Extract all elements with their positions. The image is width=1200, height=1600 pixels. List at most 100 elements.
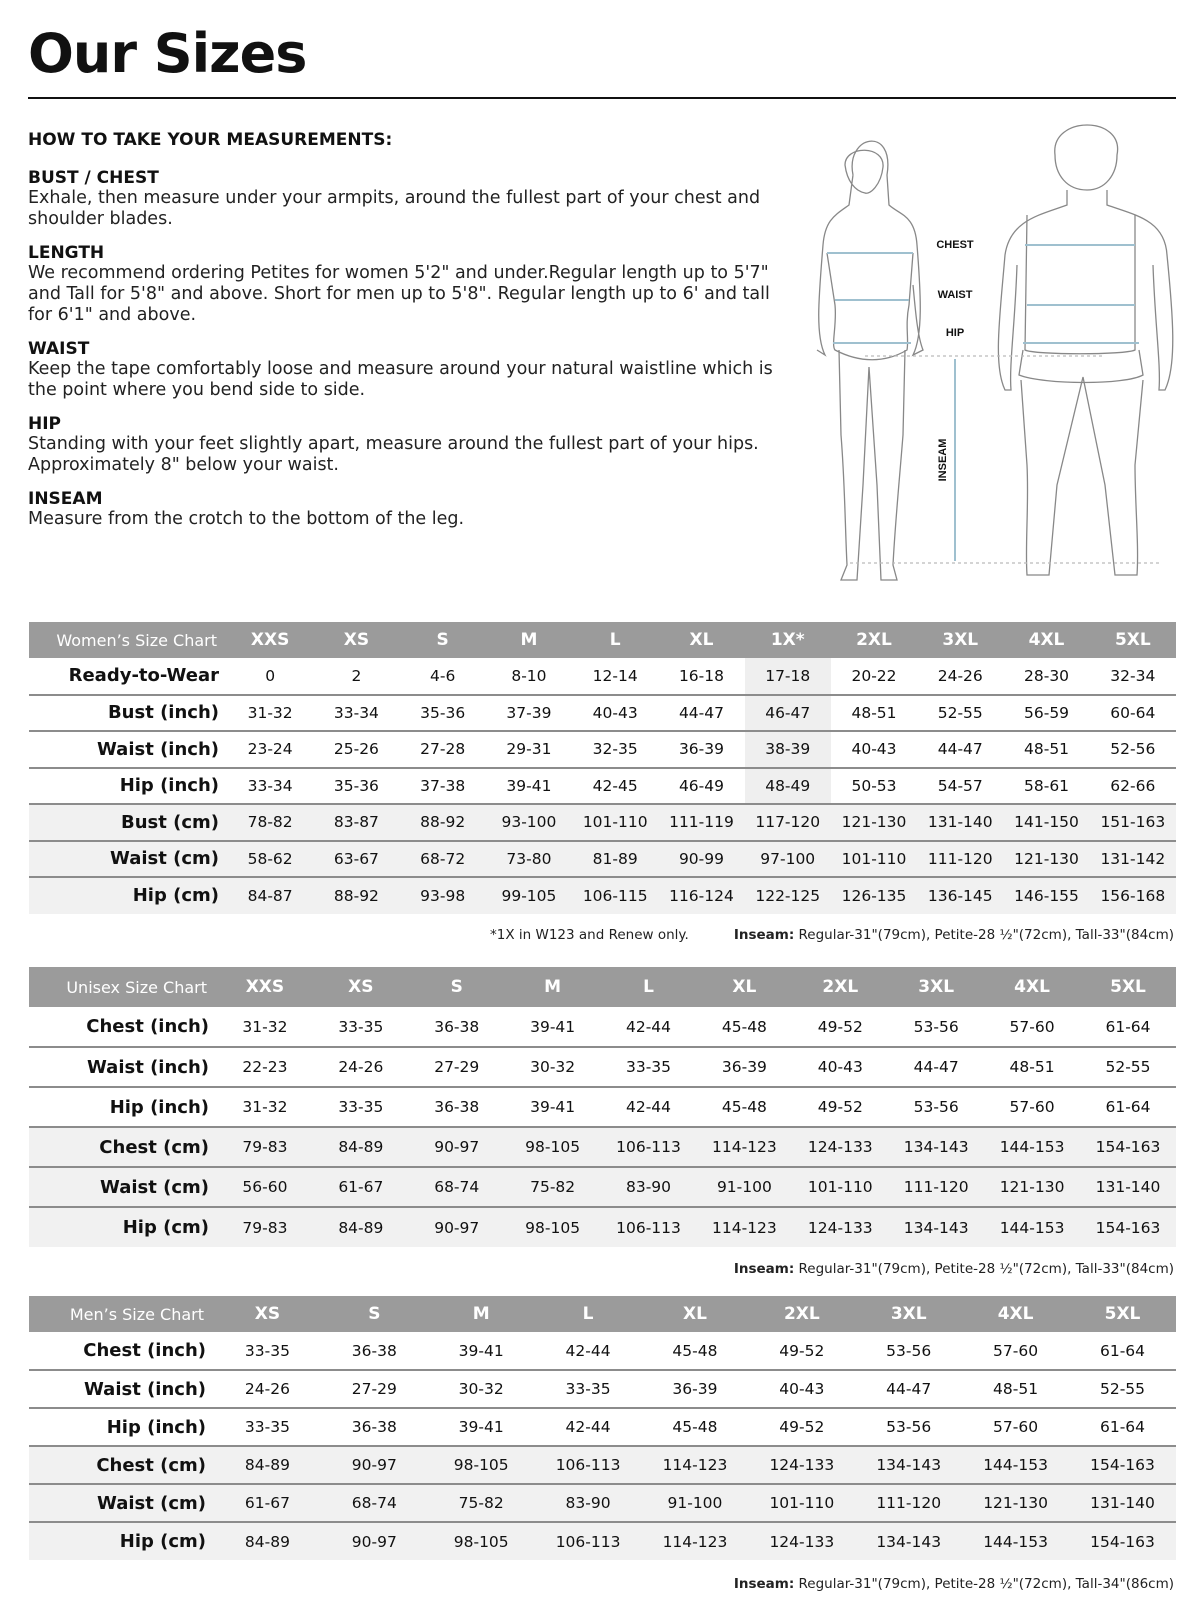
table-cell: 90-97: [320, 1446, 428, 1485]
mens-size-chart: Men’s Size Chart XS S M L XL 2XL 3XL 4XL 5XL Chest…: [29, 1296, 1176, 1560]
table-row: Chest (inch) 31-32 33-35 36-38 39-41 42-44 45-…: [29, 1007, 1176, 1048]
table-cell: 141-150: [1003, 804, 1090, 842]
table-cell: 91-100: [641, 1484, 749, 1523]
table-cell: 20-22: [830, 658, 918, 696]
table-cell: 144-153: [962, 1522, 1070, 1560]
table-row: Bust (cm) 78-82 83-87 88-92 93-100 101-110 111…: [29, 804, 1176, 842]
table-cell: 62-66: [1089, 767, 1176, 805]
table-cell: 30-32: [504, 1047, 601, 1088]
size-header: 3XL: [888, 967, 985, 1007]
table-cell: 49-52: [748, 1332, 856, 1371]
body-measurement-diagram: CHEST WAIST HIP INSEAM: [816, 124, 1174, 581]
table-cell: 124-133: [748, 1522, 856, 1560]
table-cell: 154-163: [1080, 1207, 1176, 1247]
table-cell: 31-32: [217, 1087, 313, 1128]
table-cell: 61-64: [1080, 1007, 1176, 1048]
table-cell: 93-100: [485, 804, 573, 842]
womens-inseam-note: Inseam: Regular-31"(79cm), Petite-28 ½"(…: [734, 927, 1174, 943]
table-cell: 37-38: [399, 767, 486, 805]
table-cell: 114-123: [696, 1207, 793, 1247]
table-cell: 93-98: [399, 877, 486, 914]
size-header: 4XL: [984, 967, 1081, 1007]
table-row: Waist (inch) 22-23 24-26 27-29 30-32 33-35 36-…: [29, 1047, 1176, 1088]
table-cell: 36-38: [320, 1408, 428, 1447]
table-cell: 53-56: [855, 1332, 963, 1371]
table-cell: 121-130: [984, 1167, 1081, 1208]
table-cell: 44-47: [855, 1370, 963, 1409]
row-label: Chest (inch): [29, 1007, 217, 1048]
table-cell: 68-72: [399, 840, 486, 878]
table-cell: 42-44: [534, 1332, 642, 1371]
table-cell: 134-143: [855, 1446, 963, 1485]
table-cell: 117-120: [744, 804, 831, 842]
table-cell: 48-51: [830, 694, 918, 732]
table-cell: 83-90: [600, 1167, 697, 1208]
table-row: Waist (cm) 56-60 61-67 68-74 75-82 83-90 91-10…: [29, 1167, 1176, 1208]
table-cell: 36-38: [408, 1087, 505, 1128]
size-header: XXS: [217, 967, 313, 1007]
table-cell: 33-35: [214, 1408, 321, 1447]
table-cell: 33-35: [312, 1087, 409, 1128]
table-row: Hip (inch) 33-35 36-38 39-41 42-44 45-48 49-52…: [29, 1408, 1176, 1447]
table-cell: 32-35: [572, 731, 659, 769]
table-cell: 114-123: [641, 1522, 749, 1560]
section-title: WAIST: [28, 339, 90, 359]
table-cell: 154-163: [1069, 1522, 1176, 1560]
table-cell: 61-67: [214, 1484, 321, 1523]
table-cell: 124-133: [792, 1207, 889, 1247]
table-cell: 27-28: [399, 731, 486, 769]
row-label: Waist (inch): [29, 1370, 215, 1409]
womens-size-chart: Women’s Size Chart XXS XS S M L XL 1X* 2XL 3XL 4XL…: [29, 622, 1176, 914]
size-header: M: [485, 622, 573, 658]
table-cell: 36-39: [641, 1370, 749, 1409]
table-row: Chest (cm) 79-83 84-89 90-97 98-105 106-113 11…: [29, 1127, 1176, 1168]
table-cell: 98-105: [504, 1127, 601, 1168]
row-label: Chest (inch): [29, 1332, 215, 1371]
table-cell: 36-38: [320, 1332, 428, 1371]
table-cell: 24-26: [917, 658, 1004, 696]
hip-label: HIP: [946, 327, 964, 339]
table-cell: 90-97: [408, 1207, 505, 1247]
table-cell: 106-113: [534, 1446, 642, 1485]
table-cell: 44-47: [888, 1047, 985, 1088]
table-cell: 84-89: [312, 1207, 409, 1247]
womens-footnote: *1X in W123 and Renew only.: [490, 927, 689, 943]
table-cell: 2: [313, 658, 400, 696]
row-label: Waist (inch): [29, 1047, 217, 1088]
row-label: Hip (cm): [29, 877, 227, 914]
table-cell: 36-39: [696, 1047, 793, 1088]
table-cell: 88-92: [313, 877, 400, 914]
inseam-guides: [850, 355, 1160, 564]
size-header: XL: [641, 1296, 749, 1332]
size-header: L: [600, 967, 697, 1007]
table-cell: 33-35: [214, 1332, 321, 1371]
size-header: S: [408, 967, 505, 1007]
table-cell: 151-163: [1089, 804, 1176, 842]
table-cell: 36-39: [658, 731, 745, 769]
table-cell: 61-64: [1069, 1332, 1176, 1371]
inseam-values: Regular-31"(79cm), Petite-28 ½"(72cm), T…: [794, 1576, 1175, 1592]
table-cell: 39-41: [427, 1332, 535, 1371]
row-label: Chest (cm): [29, 1127, 217, 1168]
row-label: Hip (inch): [29, 767, 227, 805]
table-cell: 111-120: [855, 1484, 963, 1523]
table-cell: 35-36: [399, 694, 486, 732]
table-cell: 35-36: [313, 767, 400, 805]
section-text: Measure from the crotch to the bottom of…: [28, 509, 465, 529]
table-cell: 121-130: [830, 804, 918, 842]
table-cell: 33-34: [313, 694, 400, 732]
table-cell: 61-67: [312, 1167, 409, 1208]
table-cell: 48-51: [962, 1370, 1070, 1409]
inseam-values: Regular-31"(79cm), Petite-28 ½"(72cm), T…: [794, 1261, 1175, 1277]
measurement-lines: [827, 244, 1139, 561]
table-cell: 68-74: [408, 1167, 505, 1208]
chart-title: Men’s Size Chart: [29, 1296, 215, 1332]
table-cell: 23-24: [227, 731, 314, 769]
section-text: Standing with your feet slightly apart, …: [28, 434, 759, 475]
size-header: 5XL: [1069, 1296, 1176, 1332]
measurement-instructions: HOW TO TAKE YOUR MEASUREMENTS: BUST / CH…: [28, 130, 788, 543]
size-header: 2XL: [748, 1296, 856, 1332]
table-cell: 83-90: [534, 1484, 642, 1523]
size-header: 2XL: [792, 967, 889, 1007]
row-label: Waist (inch): [29, 731, 227, 769]
